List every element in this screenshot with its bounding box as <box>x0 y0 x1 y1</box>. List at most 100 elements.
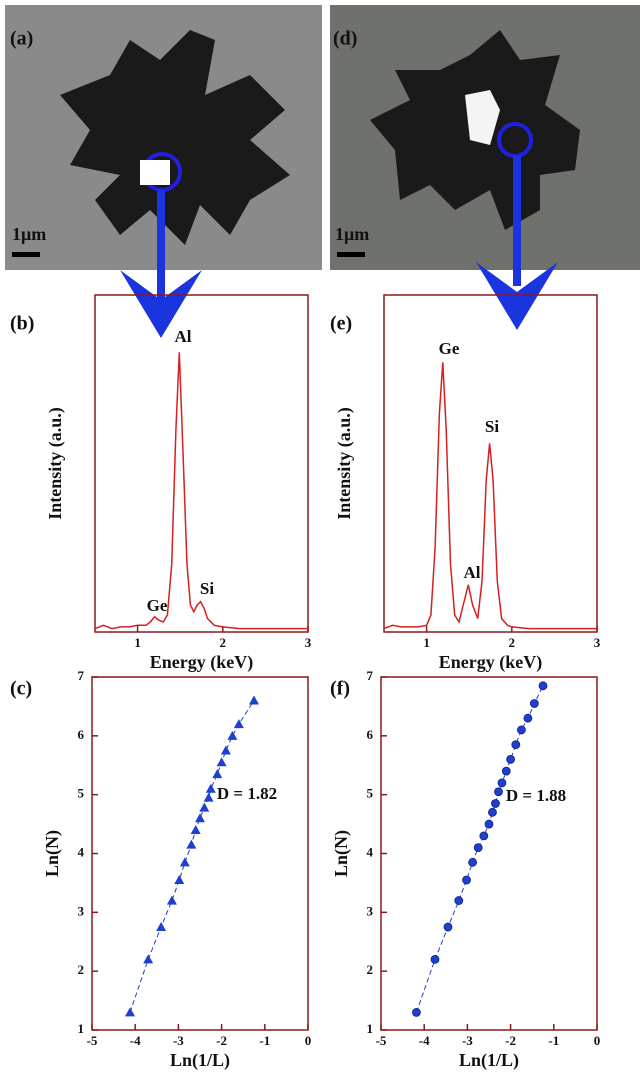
panel-label: (f) <box>330 678 350 700</box>
annotation: D = 1.88 <box>506 786 566 805</box>
x-tick-label: -3 <box>173 1033 184 1048</box>
y-tick-label: 4 <box>78 844 85 859</box>
y-tick-label: 1 <box>367 1021 374 1036</box>
sem-image-a: (a) 1μm <box>5 5 322 270</box>
data-point <box>143 954 154 964</box>
y-axis-label: Ln(N) <box>331 830 352 877</box>
data-point <box>454 896 464 905</box>
x-tick-label: 0 <box>305 1033 312 1048</box>
data-point <box>488 807 497 817</box>
y-tick-label: 5 <box>367 786 374 801</box>
y-tick-label: 3 <box>78 903 85 918</box>
data-point <box>473 843 483 853</box>
data-point <box>443 922 453 932</box>
plot-frame <box>91 676 309 1031</box>
x-tick-label: -2 <box>505 1033 516 1048</box>
data-point <box>517 725 526 735</box>
x-tick-label: -1 <box>259 1033 270 1048</box>
data-point <box>468 857 477 867</box>
data-point <box>494 787 503 797</box>
plot-frame <box>383 294 598 633</box>
panel-label: (a) <box>10 28 33 50</box>
data-point <box>166 895 177 905</box>
data-point <box>430 955 440 964</box>
data-point <box>506 754 516 764</box>
x-axis-label: Ln(1/L) <box>170 1050 230 1071</box>
y-axis-label: Ln(N) <box>42 830 63 877</box>
y-tick-label: 6 <box>78 727 85 742</box>
panel-label: (e) <box>330 313 352 335</box>
data-point <box>190 824 201 834</box>
annotation: Al <box>464 563 481 582</box>
y-tick-label: 6 <box>367 727 374 742</box>
scale-bar-label: 1μm <box>12 224 46 244</box>
data-point <box>511 740 521 750</box>
data-point <box>174 874 185 884</box>
data-point <box>216 757 227 767</box>
annotation: Al <box>175 327 192 346</box>
data-point <box>199 802 210 812</box>
sem-image-d: (d) 1μm <box>330 5 640 270</box>
data-point <box>195 813 205 823</box>
spectrum-line <box>383 362 597 630</box>
x-axis-label: Energy (keV) <box>439 652 542 673</box>
annotation: Ge <box>147 596 168 615</box>
y-tick-label: 2 <box>78 962 85 977</box>
y-tick-label: 7 <box>367 668 374 683</box>
x-tick-label: 1 <box>423 635 430 650</box>
x-axis-label: Energy (keV) <box>150 652 253 673</box>
x-tick-label: -2 <box>216 1033 227 1048</box>
x-tick-label: 2 <box>220 635 227 650</box>
x-tick-label: 1 <box>134 635 141 650</box>
x-tick-label: 3 <box>594 635 601 650</box>
y-tick-label: 2 <box>367 962 374 977</box>
data-point <box>462 875 471 885</box>
data-point <box>538 681 548 691</box>
y-tick-label: 1 <box>78 1021 85 1036</box>
annotation: Ge <box>439 339 460 358</box>
panel-label: (d) <box>333 28 357 50</box>
x-tick-label: -4 <box>130 1033 141 1048</box>
annotation: Si <box>485 417 499 436</box>
plot-frame <box>94 294 309 633</box>
data-point <box>203 792 214 802</box>
data-point <box>529 699 539 708</box>
y-axis-label: Intensity (a.u.) <box>45 407 66 520</box>
data-point <box>227 730 238 740</box>
data-point <box>523 713 533 723</box>
data-point <box>233 719 244 729</box>
x-tick-label: -5 <box>376 1033 387 1048</box>
data-point <box>412 1007 421 1017</box>
data-point <box>156 922 167 932</box>
y-tick-label: 3 <box>367 903 374 918</box>
data-point <box>220 745 231 755</box>
data-point <box>484 819 494 829</box>
data-point <box>179 857 190 867</box>
x-tick-label: -3 <box>462 1033 473 1048</box>
x-tick-label: 2 <box>509 635 516 650</box>
arrows <box>120 156 558 338</box>
data-point <box>479 831 489 841</box>
x-tick-label: -5 <box>87 1033 98 1048</box>
data-point <box>212 769 223 779</box>
data-point <box>205 783 216 793</box>
data-point <box>501 766 511 776</box>
fit-line <box>129 700 255 1013</box>
annotation: Si <box>200 579 214 598</box>
x-axis-label: Ln(1/L) <box>459 1050 519 1071</box>
spectrum-line <box>94 352 308 630</box>
plot-frame <box>380 676 598 1031</box>
x-tick-label: -1 <box>548 1033 559 1048</box>
y-tick-label: 7 <box>78 668 85 683</box>
data-point <box>497 778 507 788</box>
y-tick-label: 5 <box>78 786 85 801</box>
scale-bar-label: 1μm <box>335 224 369 244</box>
x-tick-label: -4 <box>419 1033 430 1048</box>
data-point <box>491 799 500 808</box>
data-point <box>249 695 259 705</box>
panel-label: (b) <box>10 313 34 335</box>
x-tick-label: 0 <box>594 1033 601 1048</box>
data-point <box>186 839 197 849</box>
panel-label: (c) <box>10 678 32 700</box>
